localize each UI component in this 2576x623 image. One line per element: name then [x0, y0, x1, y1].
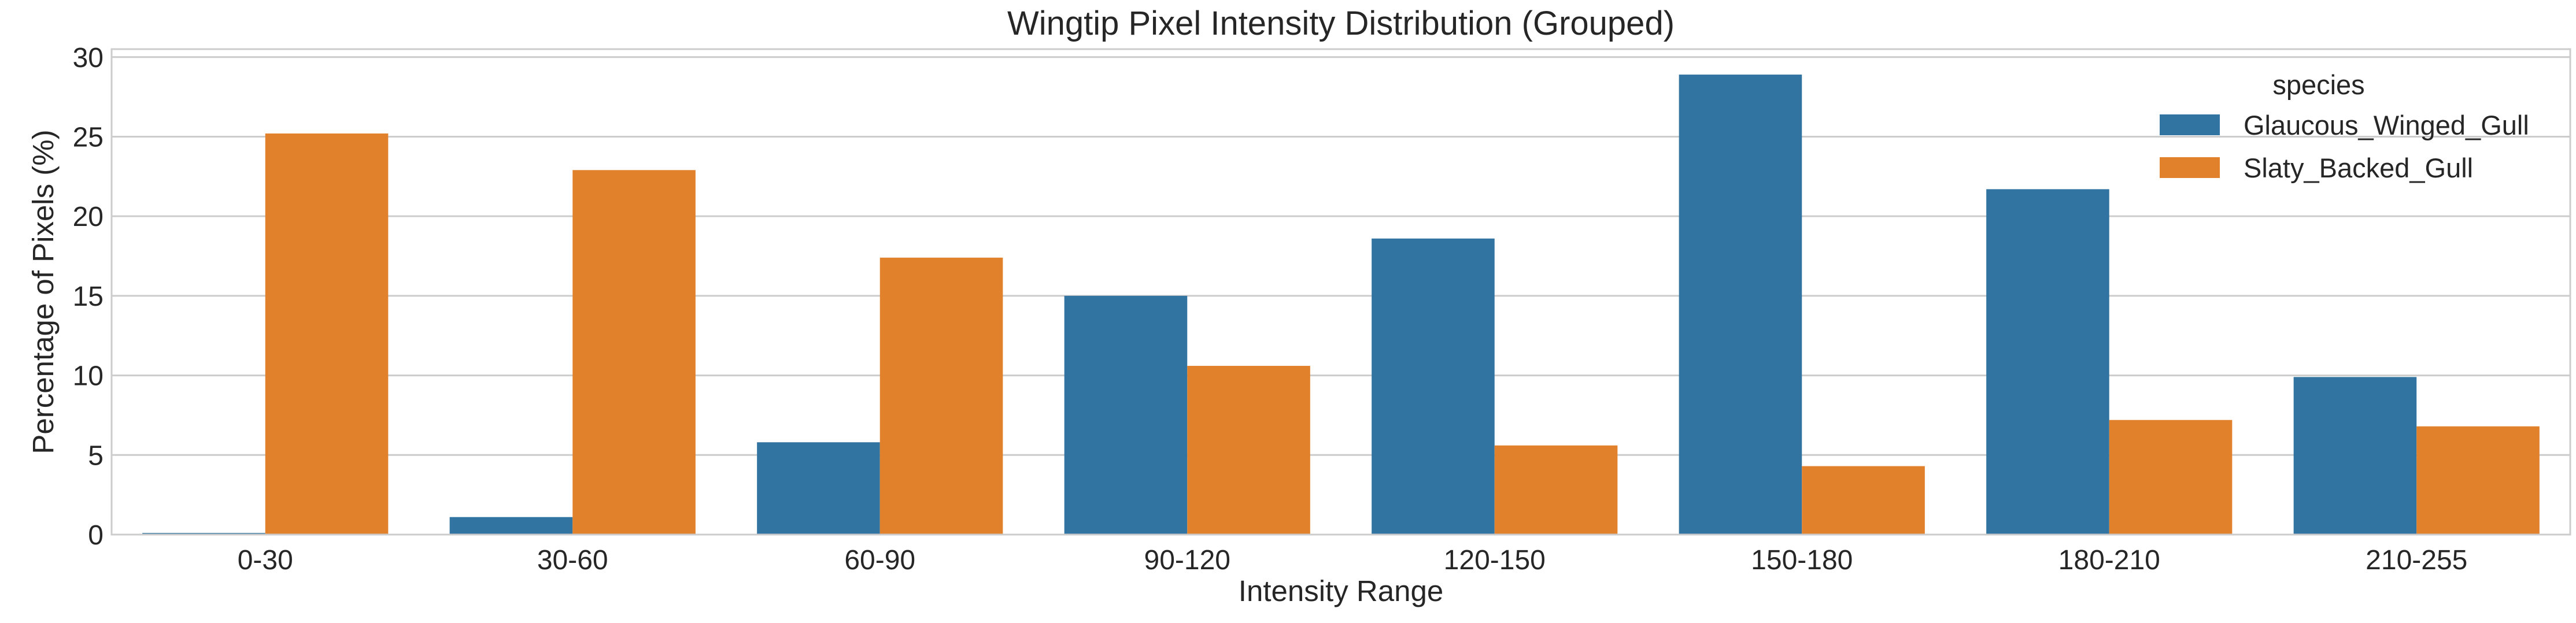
- y-axis-title: Percentage of Pixels (%): [27, 129, 60, 454]
- bar-glaucous-winged-gull-90-120: [1064, 295, 1188, 535]
- x-tick-label: 120-150: [1444, 545, 1546, 576]
- bar-glaucous-winged-gull-120-150: [1372, 238, 1495, 535]
- legend-label-slaty-backed-gull: Slaty_Backed_Gull: [2244, 153, 2473, 183]
- bar-slaty-backed-gull-150-180: [1802, 466, 1925, 535]
- bar-slaty-backed-gull-210-255: [2416, 426, 2540, 535]
- x-tick-label: 150-180: [1751, 545, 1853, 576]
- x-tick-label: 30-60: [537, 545, 608, 576]
- y-tick-label: 5: [88, 440, 104, 471]
- y-tick-label: 20: [73, 202, 104, 232]
- legend-label-glaucous-winged-gull: Glaucous_Winged_Gull: [2244, 110, 2529, 140]
- bar-slaty-backed-gull-120-150: [1494, 445, 1618, 535]
- legend-swatch-slaty-backed-gull: [2160, 157, 2220, 178]
- x-tick-label: 90-120: [1144, 545, 1230, 576]
- x-tick-label: 210-255: [2366, 545, 2467, 576]
- bar-slaty-backed-gull-180-210: [2109, 420, 2233, 535]
- bar-glaucous-winged-gull-150-180: [1679, 75, 1802, 535]
- x-axis-title: Intensity Range: [1239, 574, 1443, 607]
- bar-glaucous-winged-gull-180-210: [1986, 189, 2109, 535]
- x-tick-label: 180-210: [2058, 545, 2160, 576]
- legend-title: species: [2272, 69, 2364, 100]
- y-tick-labels: 0 5 10 15 20 25 30: [73, 43, 104, 551]
- x-tick-label: 0-30: [238, 545, 293, 576]
- y-tick-label: 25: [73, 122, 104, 153]
- y-tick-label: 10: [73, 361, 104, 392]
- bar-glaucous-winged-gull-210-255: [2293, 377, 2417, 535]
- y-tick-label: 30: [73, 43, 104, 73]
- chart-title: Wingtip Pixel Intensity Distribution (Gr…: [1007, 5, 1675, 42]
- bar-glaucous-winged-gull-60-90: [757, 442, 880, 535]
- legend-swatch-glaucous-winged-gull: [2160, 114, 2220, 135]
- bar-slaty-backed-gull-30-60: [572, 170, 696, 535]
- legend: species Glaucous_Winged_Gull Slaty_Backe…: [2160, 69, 2529, 183]
- plot-frame: [110, 48, 2571, 536]
- y-tick-label: 0: [88, 520, 104, 551]
- bar-slaty-backed-gull-60-90: [879, 257, 1003, 535]
- bar-slaty-backed-gull-0-30: [265, 133, 389, 535]
- y-tick-label: 15: [73, 281, 104, 312]
- bars: [142, 75, 2540, 535]
- bar-glaucous-winged-gull-30-60: [449, 517, 573, 535]
- x-tick-label: 60-90: [844, 545, 915, 576]
- bar-slaty-backed-gull-90-120: [1187, 366, 1310, 535]
- x-tick-labels: 0-30 30-60 60-90 90-120 120-150 150-180 180-21…: [238, 545, 2468, 576]
